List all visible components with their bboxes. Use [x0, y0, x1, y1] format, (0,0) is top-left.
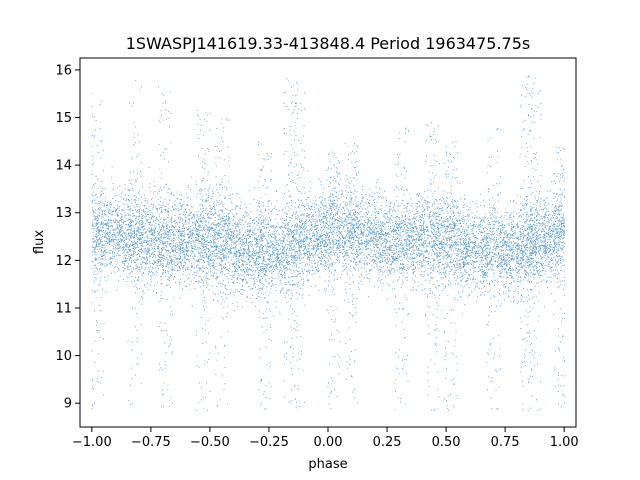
y-tick-label: 14 — [55, 159, 72, 174]
y-tick-label: 11 — [55, 301, 72, 316]
x-tick-label: 0.00 — [314, 435, 343, 450]
y-tick-label: 10 — [55, 349, 72, 364]
x-tick-label: −0.75 — [131, 435, 171, 450]
y-tick-label: 15 — [55, 111, 72, 126]
x-tick-label: −0.25 — [249, 435, 289, 450]
y-axis-label: flux — [32, 230, 47, 254]
x-tick-label: 0.50 — [432, 435, 461, 450]
scatter-points — [91, 75, 566, 412]
x-tick-label: 1.00 — [550, 435, 579, 450]
x-tick-label: −1.00 — [72, 435, 112, 450]
y-axis-ticks: 9 10 11 12 13 14 15 16 — [55, 63, 80, 412]
x-tick-label: −0.50 — [190, 435, 230, 450]
y-tick-label: 12 — [55, 254, 72, 269]
data-points — [91, 75, 566, 412]
x-axis-label: phase — [308, 457, 347, 472]
y-tick-label: 9 — [64, 397, 72, 412]
y-tick-label: 13 — [55, 206, 72, 221]
chart-title: 1SWASPJ141619.33-413848.4 Period 1963475… — [126, 34, 531, 53]
x-tick-label: 0.75 — [491, 435, 520, 450]
x-axis-ticks: −1.00 −0.75 −0.50 −0.25 0.00 0.25 0.50 0.75 1.00 — [72, 427, 579, 450]
y-tick-label: 16 — [55, 63, 72, 78]
x-tick-label: 0.25 — [373, 435, 402, 450]
